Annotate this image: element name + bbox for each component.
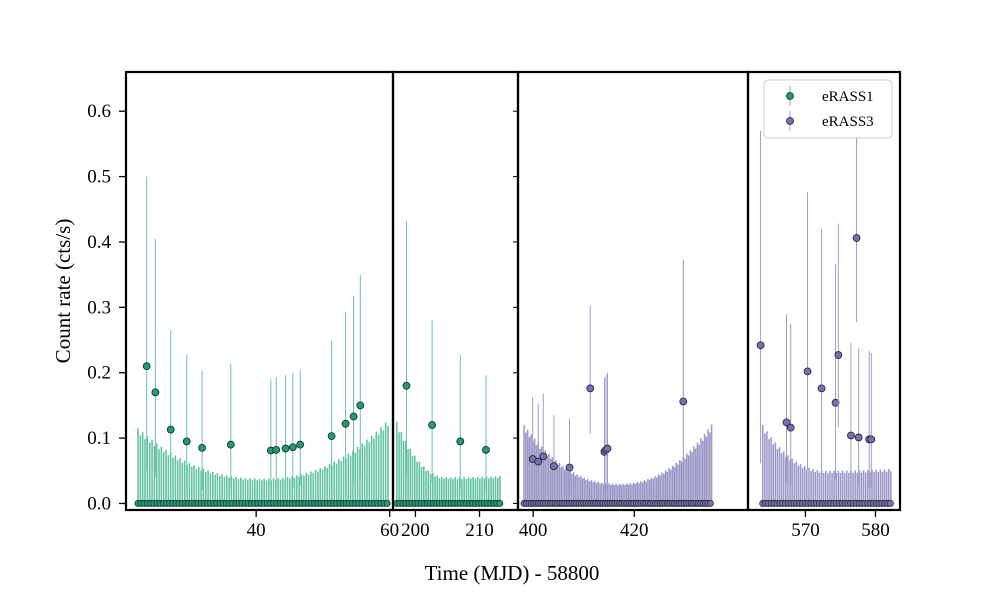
legend: eRASS1 eRASS3	[763, 79, 893, 139]
legend-box	[763, 79, 893, 139]
data-point	[281, 444, 290, 453]
x-tick-label: 40	[247, 520, 266, 541]
y-axis: 0.0 0.1 0.2 0.3 0.4 0.5 0.6	[87, 101, 518, 514]
x-axis-label: Time (MJD) - 58800	[425, 561, 600, 585]
detections	[528, 259, 688, 495]
data-point	[549, 462, 558, 471]
data-point	[834, 351, 843, 359]
legend-label: eRASS1	[822, 89, 874, 105]
upper-limit-bars	[761, 425, 892, 504]
upper-limit-bars	[396, 421, 501, 504]
legend-marker	[786, 92, 794, 100]
panel-3: 400 420	[516, 70, 750, 541]
panel-2: 200 210	[391, 70, 520, 541]
data-point	[803, 367, 812, 376]
data-point	[456, 437, 465, 446]
data-point	[341, 419, 350, 428]
data-point	[534, 457, 543, 466]
data-point	[226, 440, 235, 449]
data-point	[482, 445, 490, 454]
panel-1: 40 60	[124, 70, 399, 541]
upper-limit-markers	[759, 500, 894, 507]
data-point	[565, 463, 574, 472]
y-tick-label: 0.2	[87, 363, 111, 384]
data-point	[539, 452, 548, 461]
upper-limit-markers	[393, 500, 504, 507]
legend-label: eRASS3	[822, 114, 874, 130]
data-point	[327, 432, 336, 441]
data-point	[296, 440, 305, 449]
upper-limit-marker	[383, 500, 391, 507]
panel-frame	[391, 70, 520, 512]
data-point	[817, 384, 826, 393]
data-point	[603, 444, 612, 453]
data-point	[756, 341, 765, 350]
upper-limit-markers	[134, 500, 391, 507]
x-tick-label: 420	[620, 520, 649, 541]
panel-4: 570 580	[746, 70, 902, 541]
data-point	[782, 418, 791, 427]
data-point	[402, 381, 411, 390]
y-axis-label: Count rate (cts/s)	[51, 219, 75, 364]
data-point	[349, 412, 358, 421]
data-point	[679, 397, 688, 406]
x-tick-label: 400	[519, 520, 548, 541]
data-point	[272, 445, 281, 454]
x-tick-label: 570	[791, 520, 820, 541]
upper-limit-marker	[706, 500, 714, 507]
data-point	[786, 423, 795, 432]
y-tick-label: 0.5	[87, 167, 111, 188]
upper-limit-marker	[886, 500, 894, 507]
data-point	[428, 421, 437, 429]
data-point	[151, 388, 160, 397]
panel-frame	[516, 70, 750, 512]
data-point	[198, 443, 206, 452]
detections	[142, 176, 365, 491]
upper-limit-markers	[520, 500, 714, 507]
data-point	[586, 384, 595, 393]
detections	[756, 85, 876, 488]
data-point	[854, 433, 863, 442]
y-tick-label: 0.3	[87, 297, 111, 318]
upper-limit-bars	[137, 422, 389, 504]
x-tick-label: 580	[861, 520, 890, 541]
data-point	[356, 401, 365, 410]
data-point	[166, 425, 175, 434]
upper-limit-marker	[496, 500, 504, 507]
panel-frame	[124, 70, 395, 512]
data-point	[867, 435, 876, 444]
x-tick-label: 210	[465, 520, 494, 541]
y-tick-label: 0.1	[87, 428, 111, 449]
y-tick-label: 0.4	[87, 232, 111, 253]
data-point	[852, 234, 861, 242]
data-point	[288, 443, 297, 452]
panel-frame	[746, 70, 902, 512]
x-tick-label: 200	[401, 520, 430, 541]
data-point	[831, 398, 840, 407]
y-tick-label: 0.0	[87, 493, 111, 514]
detections	[402, 221, 490, 491]
y-tick-label: 0.6	[87, 101, 111, 122]
data-point	[142, 362, 151, 371]
data-point	[847, 431, 855, 440]
chart-panels: 40 60 200 210 400 420 570 580	[124, 70, 902, 541]
legend-marker	[786, 117, 794, 125]
x-tick-label: 60	[380, 520, 399, 541]
data-point	[182, 437, 191, 446]
